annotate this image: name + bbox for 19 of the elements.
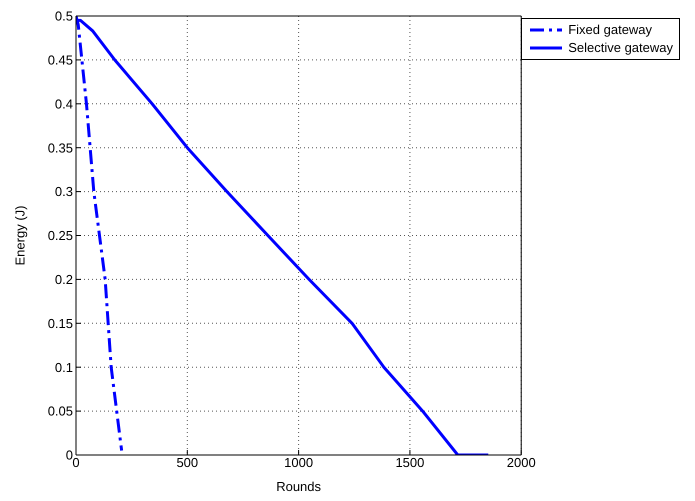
y-tick-label: 0.4	[54, 96, 73, 112]
y-axis-title: Energy (J)	[12, 206, 28, 266]
y-tick-label: 0.1	[54, 360, 73, 375]
y-tick-label: 0.35	[48, 140, 73, 156]
x-axis-title: Rounds	[276, 479, 322, 494]
y-tick-label: 0.5	[54, 8, 73, 24]
y-tick-label: 0.25	[48, 228, 73, 244]
x-tick-label: 2000	[506, 455, 536, 470]
y-tick-label: 0.2	[54, 272, 73, 288]
y-tick-label: 0.3	[54, 184, 73, 200]
line-series	[76, 18, 490, 455]
legend-label: Fixed gateway	[568, 21, 652, 39]
x-tick-label: 1500	[395, 455, 424, 470]
y-tick-label: 0.45	[48, 52, 73, 68]
y-tick-label: 0.05	[48, 404, 73, 419]
x-tick-label: 500	[176, 455, 198, 470]
y-tick-label: 0.15	[48, 316, 73, 331]
legend-label: Selective gateway	[568, 39, 673, 57]
x-tick-label: 1000	[284, 455, 314, 470]
